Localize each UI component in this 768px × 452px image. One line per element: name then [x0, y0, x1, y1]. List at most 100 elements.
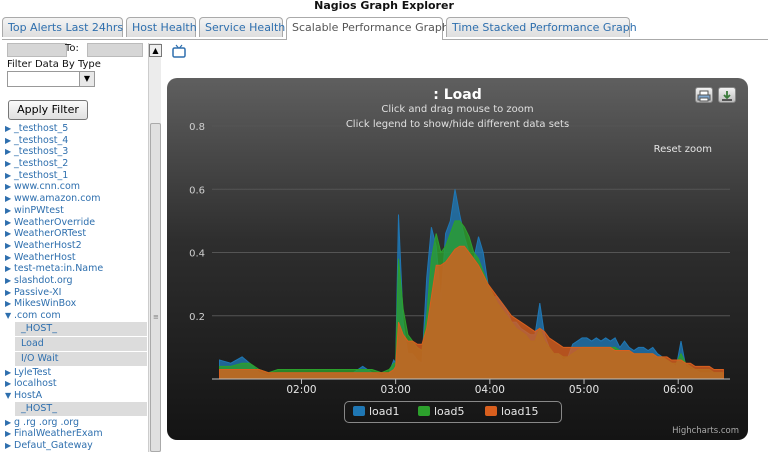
host-item[interactable]: ▶ WeatherHost2	[5, 240, 147, 252]
chart-legend: load1 load5 load15	[344, 401, 562, 423]
host-label: www.cnn.com	[14, 181, 81, 193]
y-tick-label: 0.8	[189, 122, 205, 133]
x-tick-label: 03:00	[381, 384, 411, 396]
legend-item-load1[interactable]: load1	[353, 405, 400, 419]
host-label: _testhost_5	[14, 123, 69, 134]
host-label: _testhost_3	[14, 146, 69, 158]
host-item[interactable]: ▶ Defaut_Gateway	[5, 440, 147, 452]
x-tick-label: 05:00	[569, 384, 599, 396]
to-date-input[interactable]	[87, 43, 143, 57]
service-item-io-wait[interactable]: I/O Wait	[15, 351, 147, 366]
y-tick-label: 0.4	[189, 249, 205, 260]
triangle-right-icon: ▶	[5, 275, 12, 285]
tab-bar: Top Alerts Last 24hrs Host Health Servic…	[2, 15, 768, 40]
triangle-right-icon: ▶	[5, 229, 12, 239]
chart-subtitle-zoom: Click and drag mouse to zoom	[381, 104, 534, 115]
reset-zoom-button[interactable]: Reset zoom	[653, 144, 712, 155]
apply-filter-button[interactable]: Apply Filter	[8, 100, 88, 120]
triangle-right-icon: ▶	[5, 217, 12, 227]
host-item[interactable]: ▶ LyleTest	[5, 367, 147, 379]
host-item[interactable]: ▶ _testhost_3	[5, 146, 147, 158]
triangle-right-icon: ▶	[5, 170, 12, 180]
host-item[interactable]: ▶ Passive-XI	[5, 287, 147, 299]
triangle-right-icon: ▶	[5, 182, 12, 192]
host-label: _testhost_4	[14, 134, 69, 146]
host-label: MikesWinBox	[14, 298, 77, 310]
host-item[interactable]: ▶ www.amazon.com	[5, 193, 147, 205]
host-item[interactable]: ▶ WeatherORTest	[5, 228, 147, 240]
host-item[interactable]: ▶ www.cnn.com	[5, 181, 147, 193]
host-item[interactable]: ▶ test-meta:in.Name	[5, 263, 147, 275]
tab-host-health[interactable]: Host Health	[126, 17, 197, 37]
triangle-down-icon: ▼	[5, 391, 12, 401]
to-label: To:	[65, 43, 79, 54]
host-item[interactable]: ▶ winPWtest	[5, 205, 147, 217]
triangle-right-icon: ▶	[5, 429, 12, 439]
host-item-expanded[interactable]: ▼ HostA	[5, 390, 147, 402]
triangle-right-icon: ▶	[5, 441, 12, 451]
host-item[interactable]: ▶ g .rg .org .org	[5, 417, 147, 429]
chart-plot[interactable]: 0.2 0.4 0.6 0.8 02:00 03:00 04:00 05:00 06:00	[167, 78, 748, 440]
triangle-right-icon: ▶	[5, 240, 12, 250]
host-label: WeatherHost	[14, 251, 76, 263]
tab-scalable-performance-graph[interactable]: Scalable Performance Graph	[286, 17, 449, 40]
triangle-right-icon: ▶	[5, 194, 12, 204]
print-button[interactable]	[695, 87, 713, 103]
host-label: g .rg .org .org	[14, 416, 80, 428]
filter-type-select[interactable]: ▼	[7, 71, 95, 87]
host-label: www.amazon.com	[14, 193, 101, 205]
legend-item-load5[interactable]: load5	[418, 405, 465, 419]
download-icon	[722, 91, 732, 101]
host-item[interactable]: ▶ _testhost_2	[5, 158, 147, 170]
triangle-right-icon: ▶	[5, 124, 12, 133]
host-label: slashdot.org	[14, 274, 73, 286]
service-item-host[interactable]: _HOST_	[15, 401, 147, 416]
from-date-input[interactable]	[7, 43, 67, 57]
host-label: WeatherORTest	[14, 228, 87, 240]
host-label: HostA	[14, 390, 43, 402]
filter-label: Filter Data By Type	[7, 59, 101, 70]
scrollbar-thumb[interactable]: ≡	[150, 123, 161, 452]
triangle-right-icon: ▶	[5, 417, 12, 427]
service-item-load[interactable]: Load	[15, 336, 147, 351]
legend-label: load15	[501, 405, 539, 418]
host-item[interactable]: ▶ MikesWinBox	[5, 298, 147, 310]
tv-icon[interactable]	[172, 44, 186, 58]
host-item[interactable]: ▶ FinalWeatherExam	[5, 428, 147, 440]
host-label: FinalWeatherExam	[14, 428, 103, 440]
host-item[interactable]: ▶ localhost	[5, 378, 147, 390]
host-label: WeatherHost2	[14, 239, 82, 251]
triangle-right-icon: ▶	[5, 379, 12, 389]
collapse-sidebar-button[interactable]: ▲	[149, 44, 162, 57]
host-item-expanded[interactable]: ▼ .com com	[5, 310, 147, 322]
tab-time-stacked-performance-graph[interactable]: Time Stacked Performance Graph	[446, 17, 637, 37]
chart-credits[interactable]: Highcharts.com	[672, 426, 739, 436]
host-tree: ▶ _testhost_5 ▶ _testhost_4 ▶ _testhost_3 ▶…	[5, 123, 147, 452]
host-label: _testhost_2	[14, 158, 69, 170]
legend-swatch	[353, 406, 365, 416]
host-item[interactable]: ▶ _testhost_5	[5, 123, 147, 135]
host-item[interactable]: ▶ WeatherHost	[5, 252, 147, 264]
legend-item-load15[interactable]: load15	[485, 405, 539, 419]
host-label: Passive-XI	[14, 286, 62, 298]
host-item[interactable]: ▶ _testhost_4	[5, 135, 147, 147]
app-title: Nagios Graph Explorer	[314, 0, 454, 12]
host-label: _testhost_1	[14, 169, 69, 181]
chart-panel[interactable]: 0.2 0.4 0.6 0.8 02:00 03:00 04:00 05:00 06:00 : …	[167, 78, 748, 440]
service-item-host[interactable]: _HOST_	[15, 321, 147, 336]
sidebar-scrollbar[interactable]: ≡	[148, 43, 161, 452]
host-label: WeatherOverride	[14, 216, 96, 228]
tab-top-alerts[interactable]: Top Alerts Last 24hrs	[2, 17, 123, 37]
host-label: Defaut_Gateway	[14, 440, 93, 452]
tab-service-health[interactable]: Service Health	[199, 17, 285, 37]
host-item[interactable]: ▶ _testhost_1	[5, 170, 147, 182]
host-item[interactable]: ▶ slashdot.org	[5, 275, 147, 287]
triangle-right-icon: ▶	[5, 367, 12, 377]
host-item[interactable]: ▶ WeatherOverride	[5, 217, 147, 229]
triangle-right-icon: ▶	[5, 205, 12, 215]
legend-label: load5	[434, 405, 465, 418]
triangle-right-icon: ▶	[5, 147, 12, 157]
export-button[interactable]	[718, 87, 736, 103]
triangle-down-icon: ▼	[5, 311, 12, 320]
triangle-right-icon: ▶	[5, 135, 12, 145]
